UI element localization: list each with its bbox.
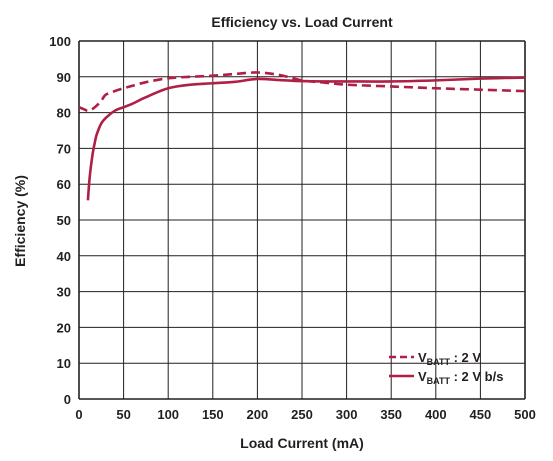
chart-title: Efficiency vs. Load Current — [211, 14, 393, 30]
y-tick-label: 70 — [57, 141, 71, 156]
legend: VBATT : 2 V VBATT : 2 V b/s — [389, 350, 503, 386]
legend-label: VBATT : 2 V — [418, 350, 481, 367]
y-tick-label: 90 — [57, 70, 71, 85]
y-tick-label: 40 — [57, 249, 71, 264]
y-tick-label: 60 — [57, 177, 71, 192]
y-tick-label: 10 — [57, 356, 71, 371]
series-line-vbatt-2v — [78, 71, 526, 113]
plot-grid — [78, 40, 526, 400]
x-tick-label: 500 — [514, 407, 536, 422]
series-line-vbatt-2v-bs — [86, 76, 526, 201]
x-tick-label: 150 — [202, 407, 224, 422]
y-tick-label: 100 — [49, 34, 71, 49]
x-tick-label: 450 — [470, 407, 492, 422]
x-tick-label: 50 — [116, 407, 130, 422]
x-tick-label: 350 — [380, 407, 402, 422]
x-tick-label: 100 — [157, 407, 179, 422]
y-tick-label: 50 — [57, 213, 71, 228]
x-axis-label: Load Current (mA) — [240, 435, 364, 451]
y-axis-label: Efficiency (%) — [12, 175, 28, 267]
y-tick-label: 20 — [57, 320, 71, 335]
x-tick-label: 200 — [247, 407, 269, 422]
x-tick-label: 0 — [75, 407, 82, 422]
x-tick-label: 400 — [425, 407, 447, 422]
x-tick-label: 250 — [291, 407, 313, 422]
y-tick-label: 80 — [57, 106, 71, 121]
x-tick-label: 300 — [336, 407, 358, 422]
y-tick-label: 30 — [57, 285, 71, 300]
series-layer — [78, 71, 526, 201]
legend-label: VBATT : 2 V b/s — [418, 369, 503, 386]
axis-ticks: 0 50 100 150 200 250 300 350 400 450 500 0 10 20 30 40 5… — [49, 34, 536, 422]
y-tick-label: 0 — [64, 392, 71, 407]
